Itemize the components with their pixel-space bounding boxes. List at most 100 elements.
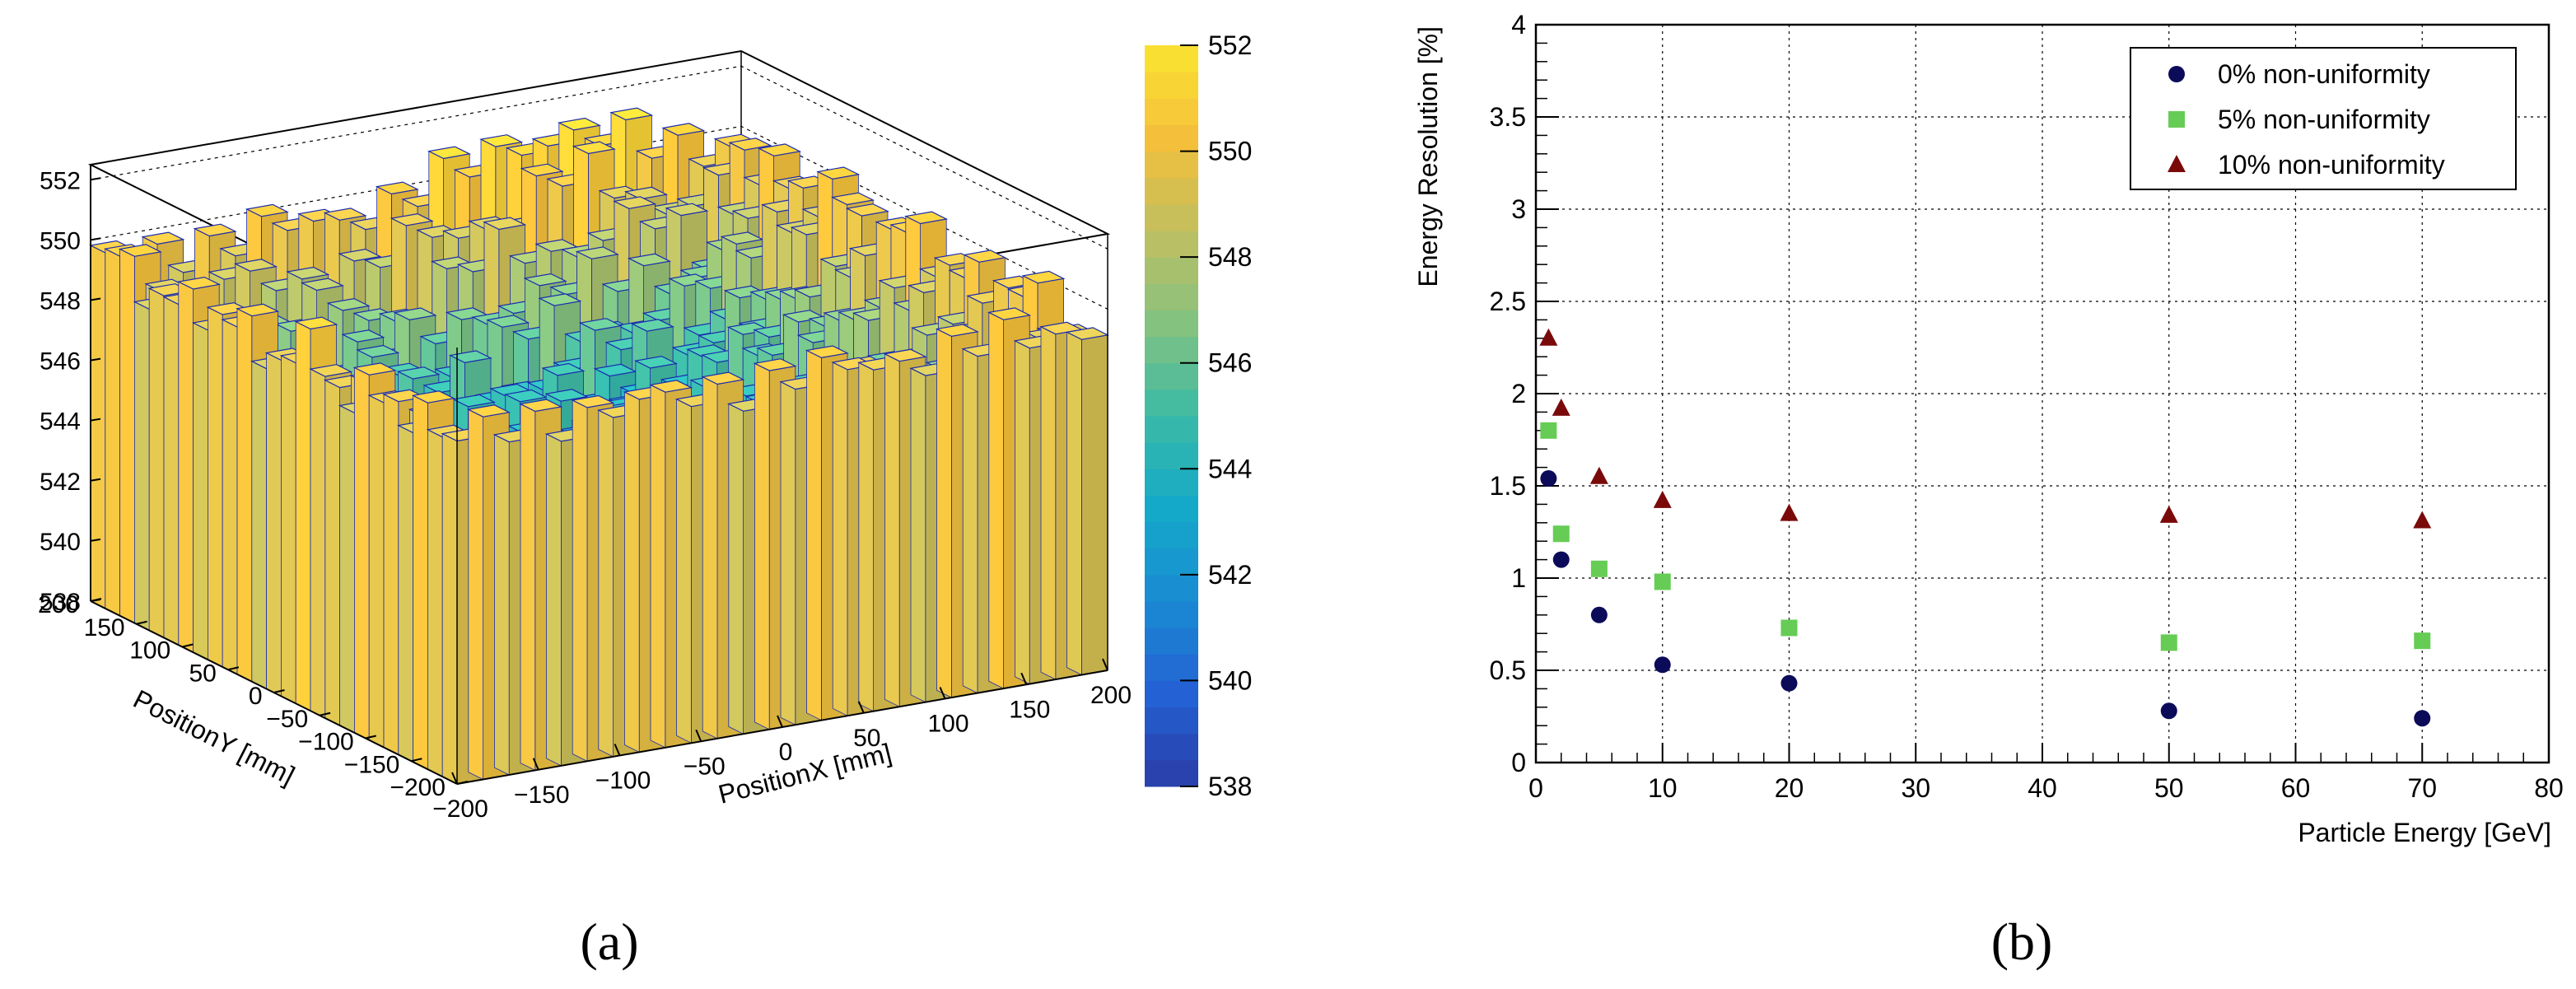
colorbar-step: [1145, 733, 1198, 761]
z-tick: [90, 418, 101, 422]
bar-face-side: [295, 320, 311, 711]
colorbar-step: [1145, 177, 1198, 205]
bar-face-side: [494, 434, 510, 776]
x-tick: [857, 701, 865, 714]
colorbar-step: [1145, 416, 1198, 443]
bar-face-top: [341, 329, 385, 343]
data-point: [2414, 710, 2431, 727]
z-tick-label: 542: [40, 469, 81, 496]
x-tick-label: 20: [1775, 773, 1804, 803]
bar-face-top: [193, 223, 237, 237]
z-tick-label: 540: [40, 529, 81, 556]
y-tick: [90, 598, 102, 602]
z-tick: [90, 237, 101, 241]
bar-face-top: [233, 259, 278, 272]
bar-face-top: [903, 211, 949, 225]
bar-face-side: [780, 381, 796, 725]
colorbar-step: [1145, 521, 1198, 549]
y-tick-label: −100: [298, 729, 354, 756]
x-tick-label: 30: [1901, 773, 1930, 803]
colorbar-step: [1145, 310, 1198, 338]
bar-face-side: [266, 352, 282, 697]
data-point: [1590, 560, 1608, 577]
bar-face-side: [133, 301, 150, 632]
x-tick-label: 10: [1648, 773, 1678, 803]
y-tick-label: 0: [1511, 748, 1526, 777]
colorbar-tick-label: 548: [1208, 242, 1252, 272]
bar-face-side: [988, 311, 1004, 689]
y-tick: [456, 781, 469, 785]
bar-face-top: [538, 293, 582, 306]
bar-face-side: [207, 306, 223, 668]
bar-face-top: [701, 371, 745, 385]
bar-face-top: [816, 166, 861, 180]
panel-label-a: (a): [580, 912, 638, 971]
bar-face-top: [649, 380, 693, 393]
y-tick-label: 150: [84, 614, 125, 641]
bar-face-side: [728, 403, 744, 735]
bar-face-top: [523, 273, 567, 287]
bar-face-side: [222, 319, 238, 675]
data-point: [1780, 619, 1798, 637]
panel-label-b: (b): [1991, 912, 2053, 971]
data-point: [1540, 422, 1557, 439]
bar-face-side: [1040, 326, 1057, 680]
data-point: [1780, 674, 1798, 692]
colorbar-step: [1145, 469, 1198, 496]
x-tick-label: −150: [514, 781, 570, 809]
bar-face-top: [963, 250, 1007, 263]
bar-face-top: [627, 253, 672, 267]
bar-face-side: [546, 433, 562, 767]
bar-face-side: [193, 322, 208, 660]
bar-face-side: [368, 394, 385, 749]
z-tick: [90, 478, 101, 482]
bar-face-side: [251, 361, 268, 690]
z-tick: [90, 357, 101, 362]
series-circle: [1540, 470, 2431, 727]
bar-face-side: [962, 348, 978, 694]
back-grid-line: [90, 125, 1108, 310]
series-triangle: [1539, 328, 2432, 529]
y-tick: [227, 666, 240, 671]
bar-face-top: [830, 192, 875, 206]
bar-face-side: [858, 362, 874, 712]
colorbar-step: [1145, 124, 1198, 152]
bar-face-top: [483, 217, 527, 231]
bar-face-top: [593, 363, 637, 377]
y-tick-label: −200: [390, 774, 446, 801]
panel-b-scatter-plot: 0 10 20 30 40 50 60 70 80 0 0.5 1 1.5 2 2.5 3 3.5 4 Parti…: [1413, 10, 2564, 847]
data-point: [1780, 503, 1799, 521]
bar-face-top: [753, 358, 797, 371]
colorbar-step: [1145, 680, 1198, 708]
y-tick-label: 200: [38, 591, 79, 618]
x-tick-label: 100: [927, 711, 968, 738]
data-point: [1589, 466, 1608, 484]
colorbar-tick-label: 550: [1208, 137, 1252, 166]
y-tick: [319, 711, 331, 716]
colorbar-step: [1145, 495, 1198, 523]
colorbar-step: [1145, 627, 1198, 655]
data-point: [1653, 490, 1672, 508]
bar-face-side: [1015, 340, 1030, 685]
bar-face-top: [661, 123, 706, 136]
y-tick-label: 3.5: [1490, 102, 1526, 132]
bar-face-side: [520, 403, 536, 772]
z-tick-label: 538: [40, 589, 81, 616]
colorbar-tick-label: 540: [1208, 665, 1252, 695]
panel-a-bars: [89, 107, 1109, 785]
bar-face-side: [236, 308, 253, 683]
colorbar-tick-label: 544: [1208, 454, 1252, 483]
y-tick-label: −150: [344, 751, 400, 778]
bar-face-top: [630, 319, 675, 332]
bar-face-top: [987, 307, 1032, 320]
bar-face-side: [702, 376, 718, 739]
bar-face-side: [572, 399, 588, 763]
data-point: [1552, 398, 1570, 416]
z-tick: [90, 538, 101, 542]
bar-face-side: [148, 287, 165, 639]
bar-face-side: [598, 409, 614, 758]
x-tick: [451, 772, 458, 785]
legend-marker: [2168, 66, 2185, 82]
bar-face-top: [883, 348, 927, 362]
colorbar-step: [1145, 389, 1198, 417]
